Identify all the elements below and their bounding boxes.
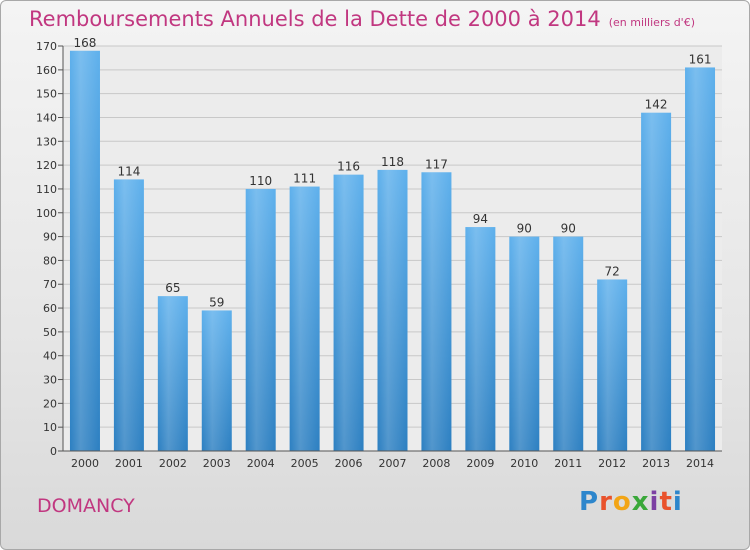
x-tick-label: 2004 bbox=[247, 457, 275, 470]
x-tick-label: 2003 bbox=[203, 457, 231, 470]
y-tick-label: 140 bbox=[36, 111, 57, 124]
y-tick-label: 0 bbox=[50, 445, 57, 458]
y-tick-label: 70 bbox=[43, 278, 57, 291]
logo-letter: x bbox=[631, 487, 650, 517]
bar-value-label: 142 bbox=[645, 98, 668, 112]
logo-letter: i bbox=[649, 487, 660, 517]
x-tick-label: 2014 bbox=[686, 457, 714, 470]
logo-letter: r bbox=[599, 487, 613, 517]
chart-title-main: Remboursements Annuels de la Dette de 20… bbox=[29, 7, 601, 31]
bar-value-label: 94 bbox=[473, 212, 488, 226]
y-tick-label: 20 bbox=[43, 397, 57, 410]
bar-value-label: 114 bbox=[117, 164, 140, 178]
bar-highlight bbox=[465, 227, 496, 451]
y-tick-label: 160 bbox=[36, 64, 57, 77]
y-tick-label: 80 bbox=[43, 254, 57, 267]
bar-value-label: 65 bbox=[165, 281, 180, 295]
bar-highlight bbox=[245, 188, 276, 452]
x-tick-label: 2001 bbox=[115, 457, 143, 470]
bar-highlight bbox=[597, 279, 628, 451]
bar-value-label: 116 bbox=[337, 160, 360, 174]
y-tick-label: 10 bbox=[43, 421, 57, 434]
x-tick-label: 2000 bbox=[71, 457, 99, 470]
bar-value-label: 118 bbox=[381, 155, 404, 169]
bar-highlight bbox=[201, 310, 232, 451]
x-tick-label: 2007 bbox=[379, 457, 407, 470]
bar-highlight bbox=[509, 236, 540, 451]
bar-highlight bbox=[685, 67, 716, 452]
bar-highlight bbox=[421, 172, 452, 451]
y-tick-label: 100 bbox=[36, 207, 57, 220]
y-tick-label: 30 bbox=[43, 374, 57, 387]
bars: 168 114 65 59 110 111 116 118 117 94 90 90 72 142 161 bbox=[69, 36, 716, 452]
bar-highlight bbox=[641, 112, 672, 452]
bar-value-label: 168 bbox=[74, 36, 97, 50]
bar-value-label: 59 bbox=[209, 295, 224, 309]
logo-letter: i bbox=[672, 487, 683, 517]
bar-value-label: 117 bbox=[425, 157, 448, 171]
proxiti-logo: Proxiti bbox=[579, 487, 683, 517]
bar-value-label: 90 bbox=[517, 222, 532, 236]
x-tick-label: 2011 bbox=[554, 457, 582, 470]
chart-title: Remboursements Annuels de la Dette de 20… bbox=[29, 7, 695, 31]
bar-highlight bbox=[113, 179, 144, 452]
y-tick-label: 50 bbox=[43, 326, 57, 339]
bar-value-label: 90 bbox=[561, 222, 576, 236]
y-tick-label: 120 bbox=[36, 159, 57, 172]
y-tick-label: 150 bbox=[36, 88, 57, 101]
bar-highlight bbox=[333, 174, 364, 451]
x-tick-label: 2002 bbox=[159, 457, 187, 470]
x-tick-label: 2005 bbox=[291, 457, 319, 470]
bar-highlight bbox=[553, 236, 584, 451]
x-axis: 2000 2001 2002 2003 2004 2005 2006 2007 2008 2009… bbox=[63, 450, 722, 470]
bar-value-label: 111 bbox=[293, 172, 316, 186]
bar-highlight bbox=[69, 50, 100, 451]
y-tick-label: 60 bbox=[43, 302, 57, 315]
y-tick-label: 170 bbox=[36, 40, 57, 53]
x-tick-label: 2012 bbox=[598, 457, 626, 470]
logo-letter: t bbox=[659, 487, 673, 517]
y-tick-label: 110 bbox=[36, 183, 57, 196]
bar-highlight bbox=[289, 186, 320, 451]
x-tick-label: 2006 bbox=[335, 457, 363, 470]
bar-highlight bbox=[157, 296, 188, 451]
y-tick-label: 40 bbox=[43, 350, 57, 363]
bar-value-label: 110 bbox=[249, 174, 272, 188]
x-tick-label: 2013 bbox=[642, 457, 670, 470]
bar-value-label: 161 bbox=[689, 52, 712, 66]
y-tick-label: 130 bbox=[36, 135, 57, 148]
x-tick-label: 2008 bbox=[422, 457, 450, 470]
logo-letter: P bbox=[579, 487, 600, 517]
x-tick-label: 2010 bbox=[510, 457, 538, 470]
bar-highlight bbox=[377, 169, 408, 451]
city-name: DOMANCY bbox=[37, 495, 135, 517]
logo-letter: o bbox=[612, 487, 632, 517]
bar-value-label: 72 bbox=[605, 264, 620, 278]
y-tick-label: 90 bbox=[43, 231, 57, 244]
y-axis: 0 10 20 30 40 50 60 70 80 90 100 110 120 130 140 150 160… bbox=[36, 40, 64, 458]
x-tick-label: 2009 bbox=[466, 457, 494, 470]
chart-title-unit: (en milliers d'€) bbox=[608, 16, 695, 29]
